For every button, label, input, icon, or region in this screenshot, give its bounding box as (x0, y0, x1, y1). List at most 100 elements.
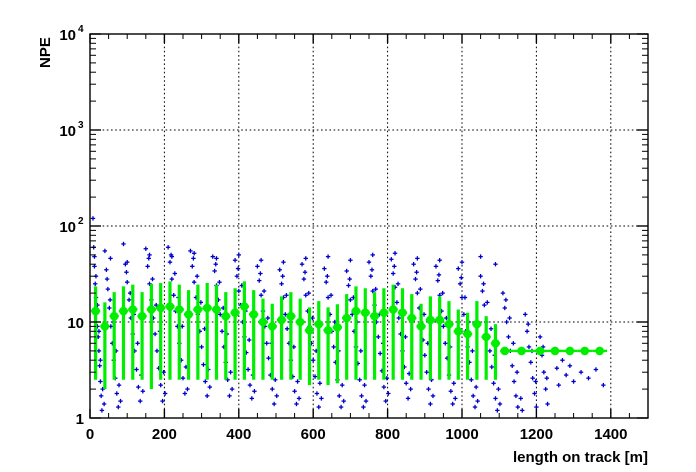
scatter-point (116, 382, 122, 388)
scatter-point (461, 312, 467, 317)
scatter-point (507, 315, 512, 321)
scatter-point (274, 393, 279, 399)
scatter-point (530, 375, 535, 381)
scatter-point (207, 384, 212, 390)
profile-bin (444, 301, 454, 380)
scatter-point (472, 404, 478, 410)
scatter-point (325, 254, 331, 259)
scatter-point (213, 262, 218, 267)
scatter-point (544, 375, 550, 381)
scatter-point (99, 408, 105, 413)
scatter-point (204, 393, 210, 399)
profile-bin (472, 301, 482, 380)
scatter-point (571, 379, 576, 384)
scatter-point (236, 252, 241, 258)
profile-bin (332, 304, 343, 384)
scatter-point (247, 337, 252, 343)
profile-bin (286, 292, 296, 380)
scatter-point (513, 393, 519, 399)
scatter-point (415, 256, 420, 261)
scatter-point (556, 382, 561, 388)
scatter-point (537, 334, 543, 340)
scatter-point (114, 391, 119, 396)
scatter-point (140, 389, 146, 394)
scatter-point (453, 396, 458, 401)
x-tick-label: 1000 (445, 426, 478, 443)
scatter-point (450, 401, 455, 407)
profile-bin (128, 284, 138, 380)
scatter-point (436, 272, 442, 278)
profile-bin (435, 296, 445, 380)
scatter-point (368, 273, 374, 279)
scatter-point (101, 401, 107, 407)
scatter-point (543, 386, 548, 392)
profile-bin (314, 301, 324, 380)
y-tick-label: 10 4 (59, 24, 84, 44)
scatter-point (264, 341, 269, 346)
profile-bin (202, 282, 212, 380)
x-tick-label: 1200 (520, 426, 553, 443)
scatter-point (457, 281, 463, 286)
svg-text:10: 10 (59, 219, 76, 236)
scatter-point (526, 344, 532, 350)
profile-bin (351, 286, 361, 380)
scatter-point (601, 382, 606, 388)
scatter-point (185, 386, 190, 392)
scatter-point (265, 315, 271, 321)
scatter-point (578, 369, 584, 375)
scatter-point (389, 257, 394, 262)
scatter-point (96, 329, 102, 334)
scatter-point (348, 258, 353, 263)
profile-bin (547, 346, 563, 356)
scatter-point (98, 379, 103, 384)
scatter-point (191, 279, 197, 285)
scatter-point (227, 393, 232, 399)
scatter-point (534, 404, 539, 410)
scatter-point (337, 393, 342, 399)
scatter-point (563, 372, 569, 378)
scatter-point (145, 264, 150, 269)
scatter-point (496, 386, 501, 392)
scatter-point (167, 259, 173, 265)
y-tick-label: 1 (76, 411, 84, 428)
scatter-point (418, 286, 423, 292)
profile-bin (513, 346, 531, 356)
scatter-point (150, 276, 155, 282)
scatter-point (511, 379, 517, 384)
scatter-point (98, 393, 104, 399)
scatter-point (219, 329, 225, 334)
profile-bin (592, 346, 608, 356)
scatter-point (340, 382, 345, 388)
y-axis-title: NPE (37, 37, 54, 68)
profile-bin (490, 324, 501, 380)
scatter-point (154, 348, 160, 354)
scatter-point (503, 297, 509, 303)
profile-bin (360, 288, 370, 380)
y-tick-label: 10 3 (59, 120, 84, 140)
scatter-point (191, 251, 197, 256)
scatter-point (316, 404, 321, 410)
profile-bin (267, 303, 277, 380)
scatter-point (381, 384, 387, 390)
scatter-point (194, 273, 200, 279)
scatter-point (295, 379, 300, 384)
scatter-point (363, 398, 369, 404)
scatter-point (489, 364, 494, 370)
profile-bin (276, 296, 287, 380)
scatter-point (502, 305, 507, 311)
scatter-point (383, 398, 388, 404)
scatter-point (441, 324, 446, 329)
scatter-point (526, 321, 531, 327)
scatter-point (121, 241, 126, 247)
scatter-point (303, 293, 308, 298)
scatter-point (97, 363, 102, 368)
scatter-point (344, 268, 349, 274)
scatter-point (322, 266, 327, 271)
scatter-point (396, 315, 401, 321)
profile-bin (100, 302, 110, 390)
scatter-point (394, 300, 400, 305)
scatter-point (485, 300, 490, 305)
scatter-point (411, 262, 416, 267)
scatter-point (497, 401, 503, 407)
profile-bin (407, 294, 417, 380)
